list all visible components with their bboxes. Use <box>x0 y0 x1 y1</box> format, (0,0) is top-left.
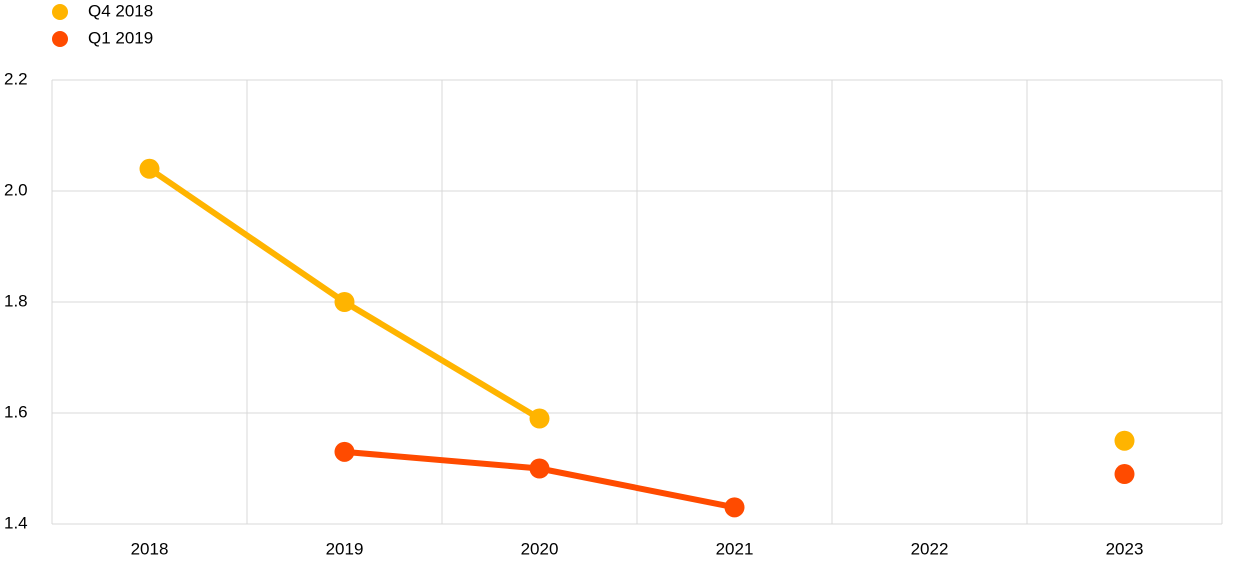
data-point <box>1114 464 1135 485</box>
data-point <box>529 458 550 479</box>
y-tick-label: 2.0 <box>4 180 28 199</box>
y-tick-label: 1.4 <box>4 513 28 532</box>
legend-label: Q1 2019 <box>88 28 153 47</box>
x-tick-label: 2020 <box>521 539 559 558</box>
y-tick-label: 2.2 <box>4 69 28 88</box>
data-point <box>1114 430 1135 451</box>
legend-marker <box>52 31 68 47</box>
x-tick-label: 2023 <box>1106 539 1144 558</box>
data-point <box>334 292 355 312</box>
legend-marker <box>52 4 68 20</box>
x-tick-label: 2021 <box>716 539 754 558</box>
data-point <box>529 408 550 429</box>
data-point <box>334 441 355 462</box>
data-point <box>139 158 160 179</box>
x-tick-label: 2018 <box>131 539 169 558</box>
x-tick-label: 2022 <box>911 539 949 558</box>
y-tick-label: 1.6 <box>4 402 28 421</box>
y-tick-label: 1.8 <box>4 291 28 310</box>
data-point <box>724 497 745 518</box>
x-tick-label: 2019 <box>326 539 364 558</box>
legend-label: Q4 2018 <box>88 1 153 20</box>
